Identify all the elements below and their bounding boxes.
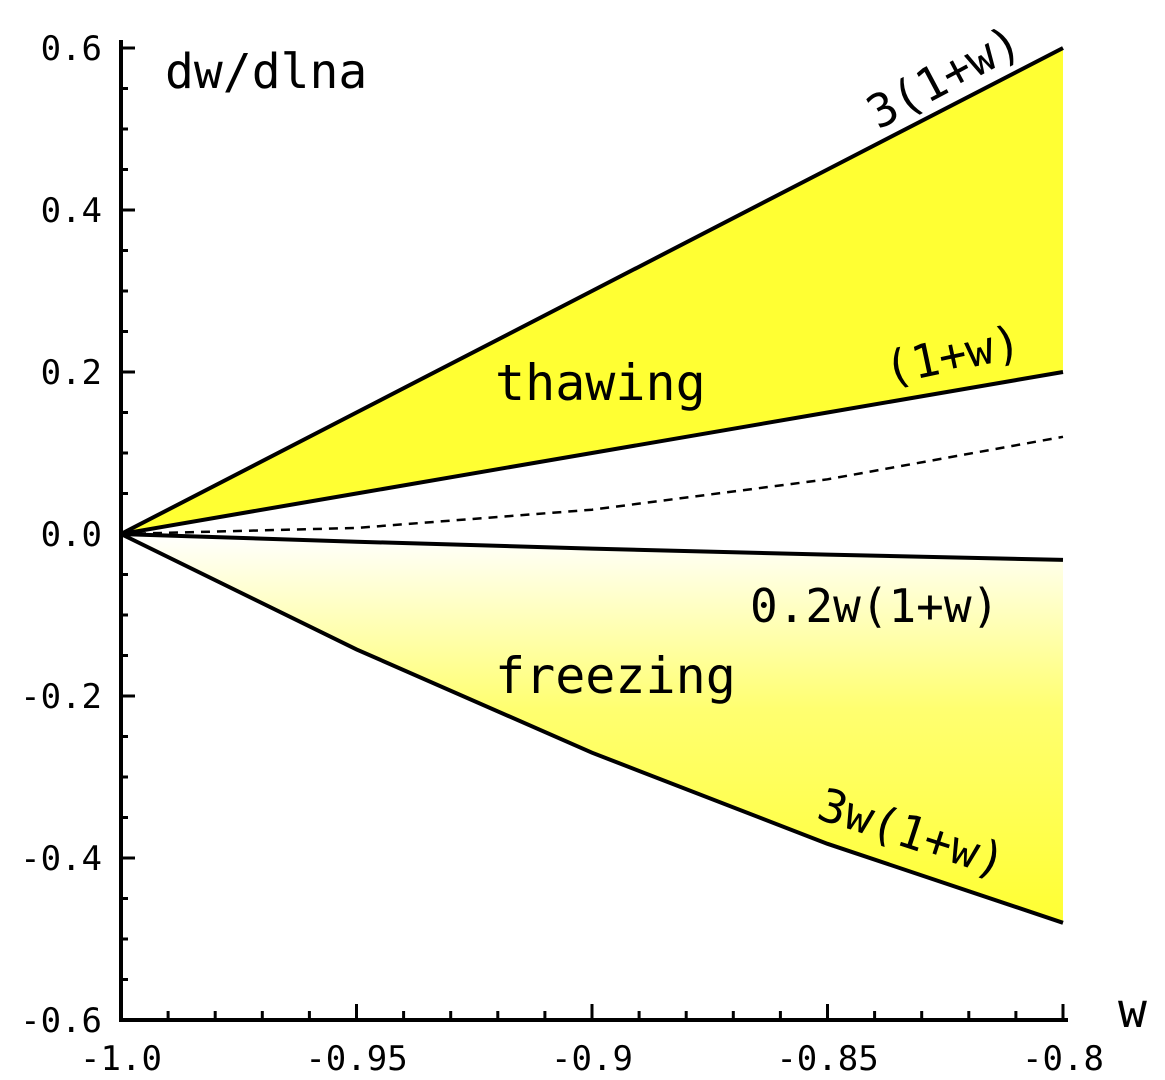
y-tick-label: 0.0 (41, 515, 102, 555)
series-lines (120, 46, 1064, 925)
thawing-label: thawing (495, 354, 706, 412)
series-line-1 (120, 370, 1064, 536)
x-tick-label: -0.95 (305, 1039, 407, 1079)
series-line-0 (120, 46, 1064, 536)
y-tick-label: -0.2 (20, 677, 102, 717)
series-line-4 (120, 532, 1064, 925)
y-tick-label: 0.6 (41, 29, 102, 69)
region-freezing (121, 534, 1063, 923)
y-axis-title: dw/dlna (165, 44, 367, 100)
x-axis-title: w (1118, 983, 1147, 1039)
x-tick-label: -0.9 (551, 1039, 633, 1079)
y-tick-label: -0.4 (20, 839, 102, 879)
y-tick-label: 0.2 (41, 353, 102, 393)
y-tick-label: -0.6 (20, 1001, 102, 1041)
shaded-regions (121, 48, 1063, 923)
y-axis-ticks: -0.6 -0.4 -0.2 0.0 0.2 0.4 0.6 (20, 29, 135, 1041)
freezing-label: freezing (495, 647, 736, 705)
series-line-2 (120, 435, 1064, 536)
label-0-2w-1-plus-w: 0.2w(1+w) (750, 579, 999, 633)
x-tick-label: -0.85 (776, 1039, 878, 1079)
x-tick-label: -0.8 (1022, 1039, 1104, 1079)
series-line-3 (120, 532, 1064, 562)
y-tick-label: 0.4 (41, 191, 102, 231)
x-axis-ticks: -1.0 -0.95 -0.9 -0.85 -0.8 (80, 1004, 1104, 1079)
x-tick-label: -1.0 (80, 1039, 162, 1079)
